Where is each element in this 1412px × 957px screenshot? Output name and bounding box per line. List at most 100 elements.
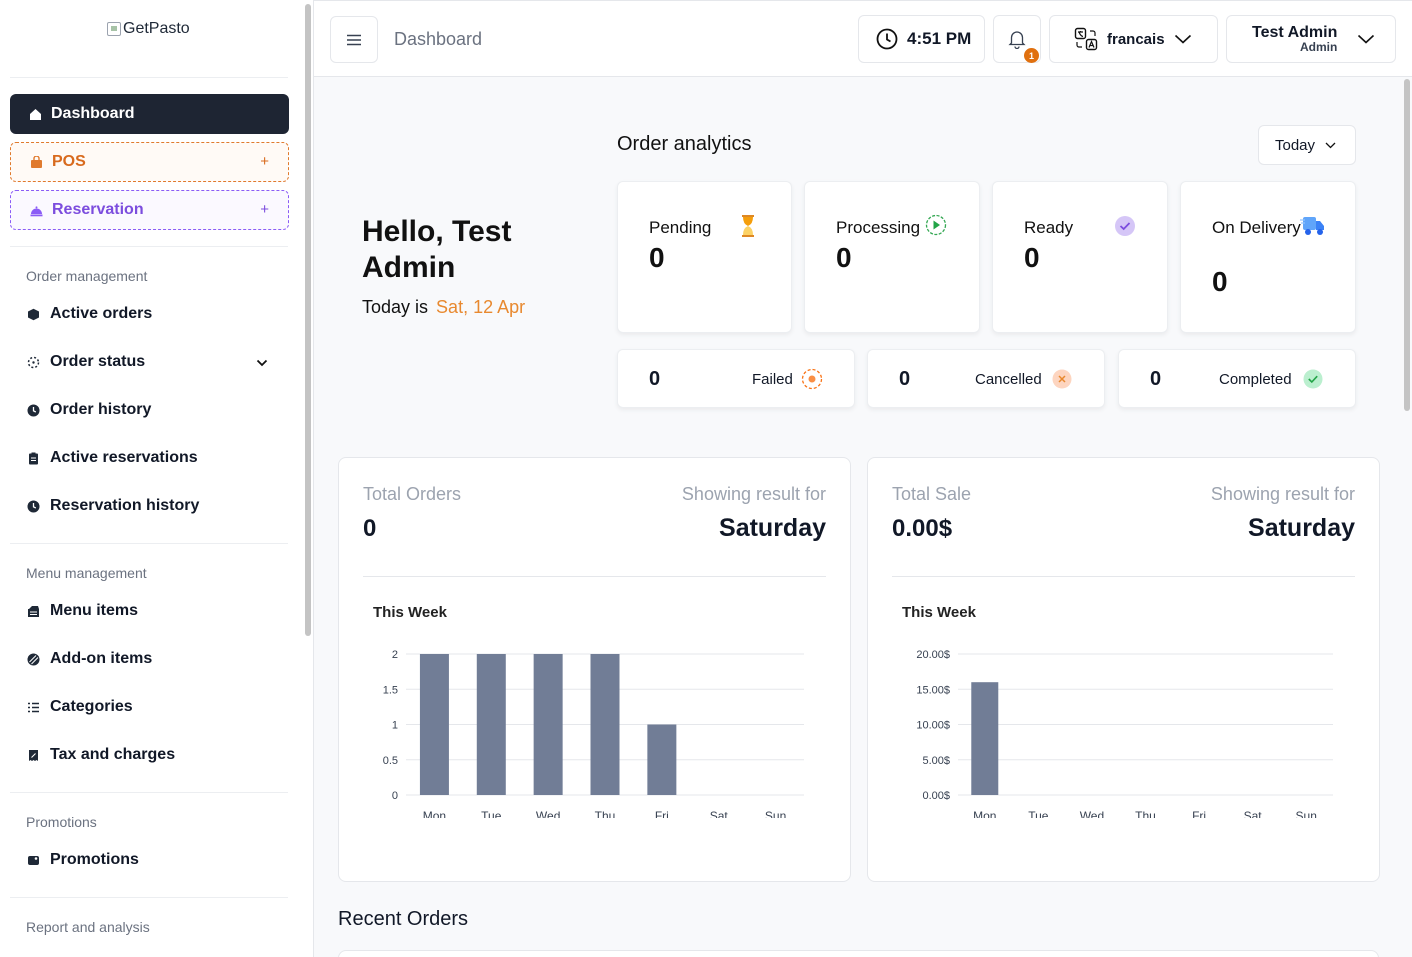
check-circle-icon — [1303, 369, 1323, 389]
check-badge-icon — [1115, 216, 1135, 236]
bag-icon — [29, 155, 43, 169]
dotted-circle-icon — [26, 355, 40, 369]
divider — [10, 543, 288, 544]
sidebar: GetPasto Dashboard POS + Reservation + O… — [0, 0, 314, 957]
nav-categories[interactable]: Categories — [26, 695, 276, 719]
x-tick-label: Fri — [655, 809, 669, 818]
user-name: Test Admin — [1252, 24, 1338, 41]
logo[interactable]: GetPasto — [107, 20, 190, 38]
failed-icon — [801, 368, 823, 390]
status-card-pending[interactable]: Pending 0 — [617, 181, 792, 333]
order-analytics-title: Order analytics — [617, 133, 752, 155]
x-tick-label: Tue — [1028, 809, 1049, 818]
top-header: Dashboard 4:51 PM 1 francais Test Admin … — [314, 0, 1412, 77]
mini-card-completed[interactable]: 0 Completed — [1118, 349, 1356, 408]
analytics-period-select[interactable]: Today — [1258, 125, 1356, 165]
nav-pos[interactable]: POS + — [10, 142, 289, 182]
hamburger-icon — [347, 34, 361, 45]
status-card-ready[interactable]: Ready 0 — [992, 181, 1168, 333]
nav-add-on-items[interactable]: Add-on items — [26, 647, 276, 671]
x-tick-label: Sun — [1296, 809, 1317, 818]
bar-wed[interactable] — [533, 654, 563, 795]
chevron-down-icon[interactable] — [256, 354, 268, 372]
bar-mon[interactable] — [971, 682, 999, 795]
nav-active-reservations[interactable]: Active reservations — [26, 446, 276, 470]
menu-book-icon — [26, 604, 40, 618]
chart-title: This Week — [373, 604, 447, 621]
main-scrollbar[interactable] — [1402, 77, 1412, 957]
sidebar-scrollbar[interactable] — [305, 0, 313, 640]
nav-reservation-history[interactable]: Reservation history — [26, 494, 276, 518]
showing-day: Saturday — [1248, 514, 1355, 542]
language-selector[interactable]: francais — [1049, 15, 1218, 63]
y-tick-label: 5.00$ — [922, 755, 950, 767]
status-card-on-delivery[interactable]: On Delivery 0 — [1180, 181, 1356, 333]
nav-menu-items[interactable]: Menu items — [26, 599, 276, 623]
nav-promotions[interactable]: Promotions — [26, 848, 276, 872]
scrollbar-thumb[interactable] — [305, 4, 311, 636]
card-title: Total Orders — [363, 484, 462, 504]
status-value: 0 — [1024, 242, 1040, 273]
status-value: 0 — [1212, 266, 1228, 297]
y-tick-label: 0.5 — [383, 755, 398, 767]
showing-label: Showing result for — [681, 484, 826, 504]
add-pos-icon[interactable]: + — [260, 153, 269, 170]
bar-thu[interactable] — [590, 654, 620, 795]
bell-service-icon — [29, 203, 43, 217]
play-icon — [925, 214, 947, 236]
bar-tue[interactable] — [476, 654, 506, 795]
clock-display: 4:51 PM — [858, 15, 985, 63]
showing-label: Showing result for — [1210, 484, 1355, 504]
today-text: Today is Sat, 12 Apr — [362, 297, 525, 318]
mini-value: 0 — [1150, 368, 1162, 390]
x-tick-label: Sat — [710, 809, 729, 818]
mini-card-failed[interactable]: 0 Failed — [617, 349, 855, 408]
bar-fri[interactable] — [647, 724, 677, 796]
bell-icon — [1008, 31, 1026, 49]
bar-mon[interactable] — [419, 654, 449, 795]
nav-tax-and-charges[interactable]: Tax and charges — [26, 743, 276, 767]
mini-card-cancelled[interactable]: 0 Cancelled — [867, 349, 1105, 408]
add-reservation-icon[interactable]: + — [260, 201, 269, 218]
nav-order-history[interactable]: Order history — [26, 398, 276, 422]
total-orders-card: Total Orders 0 Showing result for Saturd… — [338, 457, 851, 882]
user-info: Test Admin Admin — [1252, 24, 1337, 54]
y-tick-label: 0.00$ — [922, 790, 950, 802]
user-menu[interactable]: Test Admin Admin — [1226, 15, 1396, 63]
nav-dashboard[interactable]: Dashboard — [10, 94, 289, 134]
status-label: Processing — [836, 218, 921, 237]
nav-label: Reservation — [52, 201, 144, 218]
status-card-processing[interactable]: Processing 0 — [804, 181, 980, 333]
nav-label: Reservation history — [50, 497, 200, 514]
status-value: 0 — [649, 242, 665, 273]
chart-title: This Week — [902, 604, 976, 621]
divider — [363, 576, 826, 577]
y-tick-label: 10.00$ — [916, 720, 950, 732]
nav-label: Tax and charges — [50, 746, 176, 763]
status-label: On Delivery — [1212, 218, 1301, 237]
receipt-icon — [26, 748, 40, 762]
y-tick-label: 1 — [392, 720, 398, 732]
nav-order-status[interactable]: Order status — [26, 350, 276, 374]
current-time: 4:51 PM — [907, 29, 972, 48]
x-tick-label: Thu — [1135, 809, 1156, 818]
nav-label: Menu items — [50, 602, 139, 619]
notifications-button[interactable]: 1 — [993, 15, 1041, 63]
status-label: Pending — [649, 218, 712, 237]
mini-label: Failed — [752, 371, 793, 388]
section-title-reports: Report and analysis — [26, 919, 150, 935]
nav-active-orders[interactable]: Active orders — [26, 302, 276, 326]
nav-reservation[interactable]: Reservation + — [10, 190, 289, 230]
scrollbar-thumb[interactable] — [1404, 79, 1410, 411]
menu-toggle-button[interactable] — [330, 16, 378, 63]
clipboard-icon — [26, 451, 40, 465]
x-tick-label: Tue — [481, 809, 502, 818]
nav-label: Dashboard — [51, 105, 135, 122]
chevron-down-icon — [1174, 34, 1191, 44]
broken-image-icon — [107, 22, 121, 36]
status-value: 0 — [836, 242, 852, 273]
status-label: Ready — [1024, 218, 1074, 237]
nav-label: Active orders — [50, 305, 153, 322]
section-title-promotions: Promotions — [26, 814, 97, 830]
breadcrumb: Dashboard — [394, 29, 483, 49]
